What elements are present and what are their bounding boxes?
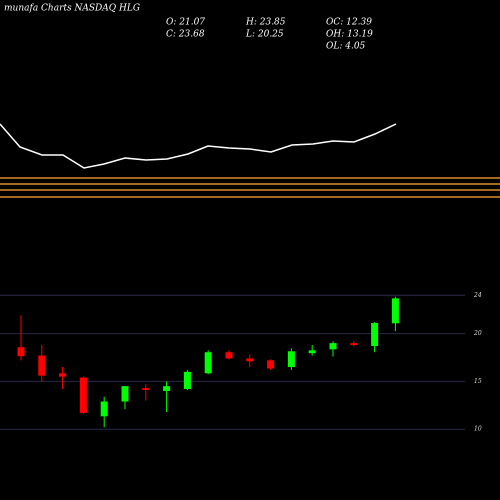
candle-body [225, 352, 233, 359]
ohlc-info: O: 21.07 [166, 18, 205, 28]
candle-body [308, 350, 316, 354]
y-tick-label: 10 [474, 426, 482, 433]
candle-body [183, 371, 191, 390]
candle-body [371, 323, 379, 346]
candle-body [79, 377, 87, 413]
candle-body [100, 401, 108, 417]
candle-body [267, 360, 275, 369]
candle-body [246, 358, 254, 362]
y-tick-label: 15 [474, 378, 482, 385]
ohlc-info: OH: 13.19 [326, 30, 373, 40]
candle-body [204, 352, 212, 374]
chart-title: munafa Charts NASDAQ HLG [4, 4, 140, 14]
candle-body [329, 343, 337, 350]
candle-body [121, 386, 129, 402]
y-tick-label: 24 [473, 292, 482, 299]
candle-body [391, 298, 399, 324]
y-tick-label: 20 [473, 330, 482, 337]
candle-body [350, 343, 358, 346]
ohlc-info: C: 23.68 [166, 30, 205, 40]
level-lines [0, 177, 500, 198]
ohlc-info: OC: 12.39 [326, 18, 372, 28]
candle-body [163, 386, 171, 391]
candle-body [142, 388, 150, 390]
ohlc-info: H: 23.85 [245, 18, 286, 28]
candle-body [287, 351, 295, 368]
indicator-line [0, 123, 397, 169]
ohlc-info: OL: 4.05 [326, 42, 366, 52]
candle-body [59, 373, 67, 377]
candle-body [17, 347, 25, 357]
ohlc-info: L: 20.25 [245, 30, 284, 40]
candle-body [38, 355, 46, 376]
